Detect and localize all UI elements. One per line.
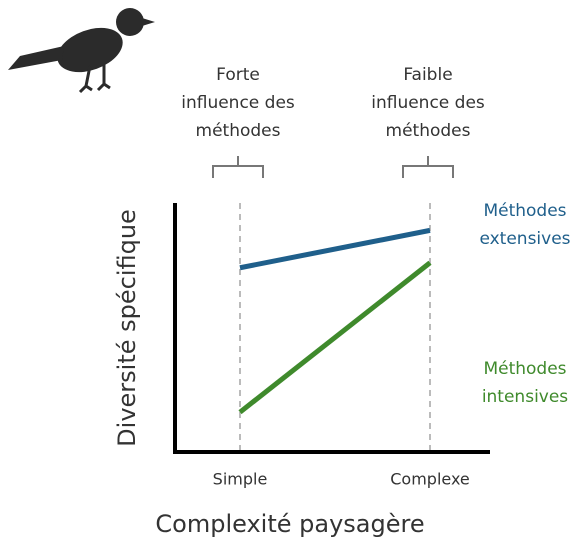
legend-label: Méthodes intensives [482, 359, 568, 407]
annotation: influence des [371, 93, 485, 113]
annotation: méthodes [386, 121, 471, 141]
x-axis-label: Complexité paysagère [155, 510, 424, 538]
annotation: méthodes [196, 121, 281, 141]
bracket [402, 156, 454, 178]
series-line [238, 260, 432, 415]
bird-icon [8, 8, 155, 94]
x-tick-label: Complexe [390, 470, 470, 489]
series-line [239, 227, 431, 271]
y-axis-label: Diversité spécifique [113, 209, 141, 447]
annotation: influence des [181, 93, 295, 113]
annotation: Faible [403, 65, 452, 85]
x-tick-label: Simple [213, 470, 268, 489]
legend-label: Méthodes extensives [479, 201, 570, 249]
annotation: Forte [216, 65, 260, 85]
bracket [212, 156, 264, 178]
